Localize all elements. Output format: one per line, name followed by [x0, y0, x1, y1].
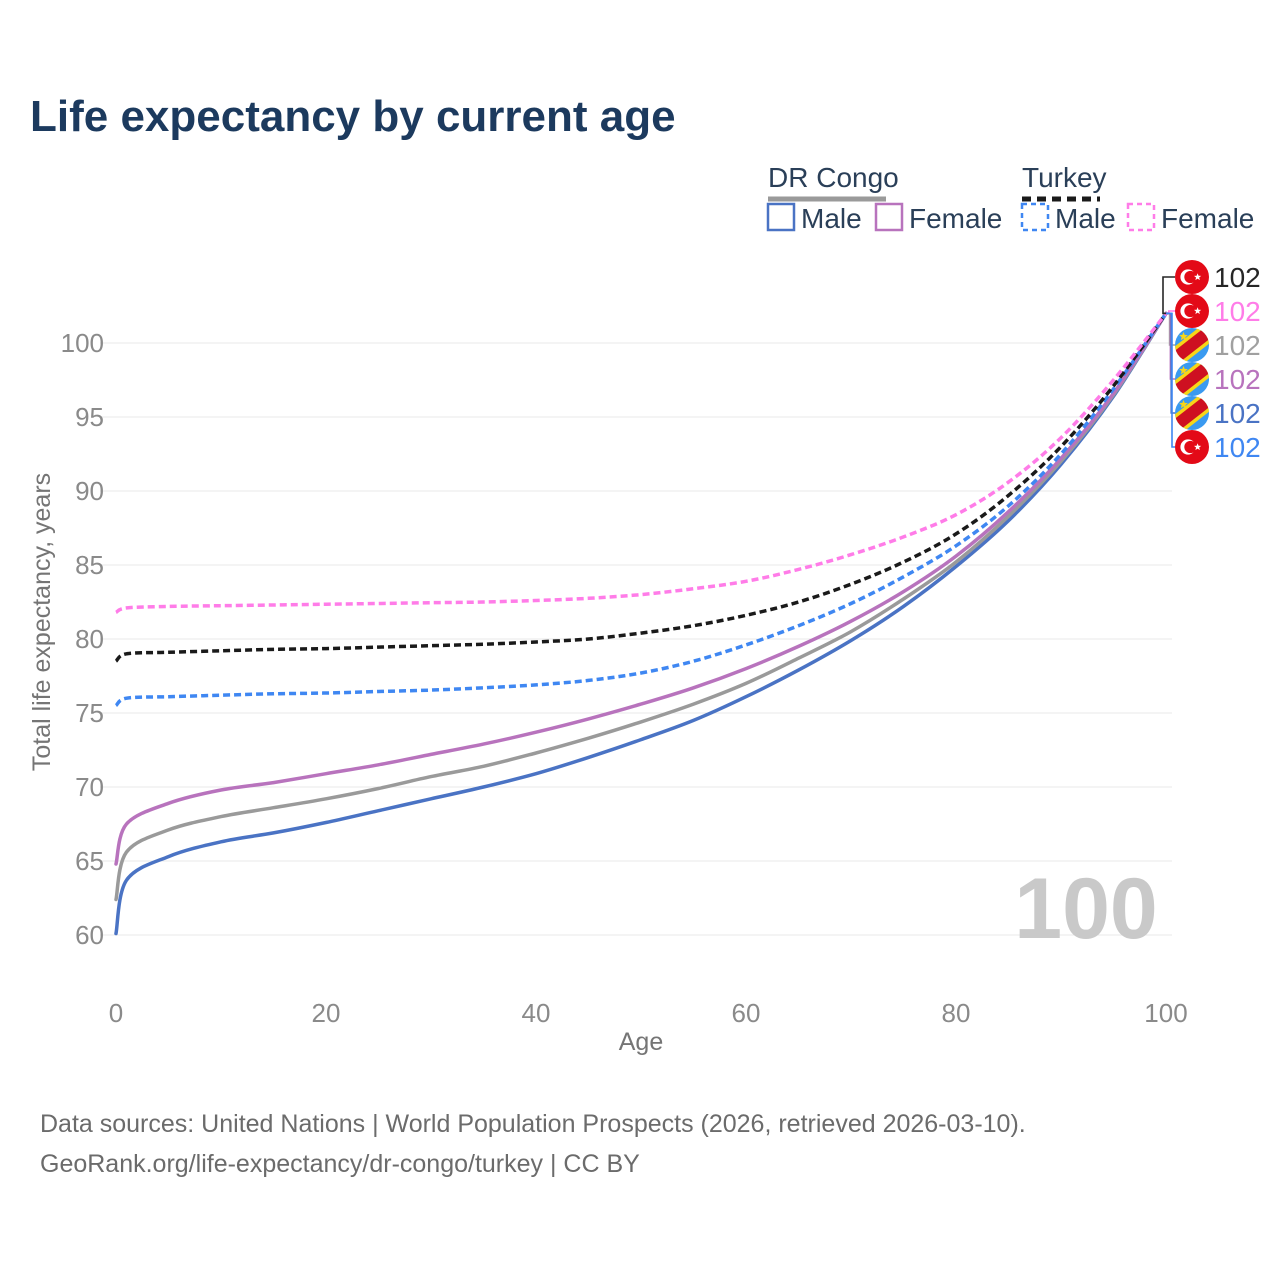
end-value-label-turkey-male: 102 [1214, 432, 1261, 463]
x-axis-title: Age [619, 1028, 663, 1056]
turkey-male-swatch [1020, 202, 1050, 232]
series-line-dr-congo [114, 311, 1168, 902]
legend-group-title-turkey: Turkey [1022, 162, 1107, 193]
turkey-flag-icon [1175, 430, 1209, 464]
legend-item-label: Female [909, 203, 1002, 234]
x-tick-label: 80 [942, 998, 971, 1028]
series-line-turkey-male [114, 312, 1168, 708]
x-tick-label: 100 [1144, 998, 1187, 1028]
y-tick-label: 85 [75, 550, 104, 580]
y-tick-label: 80 [75, 624, 104, 654]
end-value-label-dr-congo-female: 102 [1214, 364, 1261, 395]
legend-item-drc-male[interactable]: Male [766, 202, 862, 234]
y-tick-label: 70 [75, 772, 104, 802]
flag-glyph [1175, 294, 1209, 328]
y-tick-label: 95 [75, 402, 104, 432]
x-tick-label: 60 [732, 998, 761, 1028]
drc-female-swatch [874, 202, 904, 232]
y-tick-labels: 60 65 70 75 80 85 90 95 100 [61, 328, 104, 950]
y-tick-label: 65 [75, 846, 104, 876]
flag-glyph [1175, 260, 1209, 294]
series-line-dr-congo-female [114, 311, 1168, 866]
legend-item-label: Male [1055, 203, 1116, 234]
legend-item-label: Male [801, 203, 862, 234]
y-axis-title: Total life expectancy, years [28, 473, 56, 771]
footer-data-sources: Data sources: United Nations | World Pop… [40, 1110, 1026, 1138]
end-value-label-dr-congo: 102 [1214, 330, 1261, 361]
turkey-flag-icon [1175, 294, 1209, 328]
series-lines [114, 311, 1168, 936]
legend-item-turkey-female[interactable]: Female [1126, 202, 1254, 234]
turkey-flag-icon [1175, 260, 1209, 294]
x-tick-labels: 0 20 40 60 80 100 [109, 998, 1188, 1028]
y-tick-label: 100 [61, 328, 104, 358]
series-line-turkey-female [115, 312, 1168, 614]
drc-male-swatch [766, 202, 796, 232]
legend: DR Congo Male Female Turkey Male Female [766, 162, 1254, 234]
flag-glyph [1175, 430, 1209, 464]
series-line-dr-congo-male [114, 311, 1168, 936]
end-value-label-turkey: 102 [1214, 262, 1261, 293]
gridlines [100, 342, 1172, 936]
end-value-label-turkey-female: 102 [1214, 296, 1261, 327]
end-connector [1162, 276, 1175, 315]
page-title: Life expectancy by current age [30, 92, 676, 141]
legend-item-drc-female[interactable]: Female [874, 202, 1002, 234]
y-tick-label: 60 [75, 920, 104, 950]
legend-group-title-dr-congo: DR Congo [768, 162, 899, 193]
legend-group-dr-congo: DR Congo Male Female [766, 162, 1002, 234]
legend-item-label: Female [1161, 203, 1254, 234]
y-tick-label: 90 [75, 476, 104, 506]
x-tick-label: 20 [312, 998, 341, 1028]
x-tick-label: 0 [109, 998, 123, 1028]
footer-attribution-link[interactable]: GeoRank.org/life-expectancy/dr-congo/tur… [40, 1150, 640, 1178]
age-watermark: 100 [1014, 861, 1158, 957]
legend-item-turkey-male[interactable]: Male [1020, 202, 1116, 234]
turkey-female-swatch [1126, 202, 1156, 232]
end-connector [1166, 312, 1175, 448]
legend-group-turkey: Turkey Male Female [1020, 162, 1254, 234]
series-line-turkey [114, 312, 1168, 663]
end-value-label-dr-congo-male: 102 [1214, 398, 1261, 429]
y-tick-label: 75 [75, 698, 104, 728]
end-connector [1166, 312, 1175, 414]
x-tick-label: 40 [522, 998, 551, 1028]
